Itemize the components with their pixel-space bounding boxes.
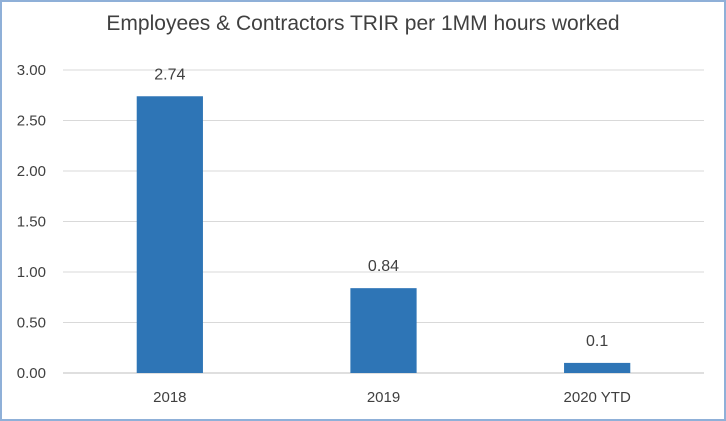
y-axis-ticks: 0.00 0.50 1.00 1.50 2.00 2.50 3.00	[17, 62, 46, 382]
y-tick-label: 0.00	[17, 365, 46, 382]
bar-2019	[350, 288, 417, 373]
y-tick-label: 2.00	[17, 163, 46, 180]
x-axis-categories: 2018 2019 2020 YTD	[153, 389, 631, 406]
bar-2018	[136, 96, 203, 373]
y-tick-label: 3.00	[17, 62, 46, 79]
y-tick-label: 1.50	[17, 214, 46, 231]
bars	[136, 96, 631, 373]
chart-title: Employees & Contractors TRIR per 1MM hou…	[106, 12, 619, 35]
y-tick-label: 0.50	[17, 315, 46, 332]
data-label: 0.84	[368, 258, 399, 275]
bar-2020-ytd	[564, 362, 631, 373]
y-tick-label: 1.00	[17, 264, 46, 281]
y-tick-label: 2.50	[17, 113, 46, 130]
data-labels: 2.74 0.84 0.1	[154, 66, 608, 350]
data-label: 2.74	[154, 66, 185, 83]
data-label: 0.1	[586, 333, 608, 350]
x-category-label: 2018	[153, 389, 186, 406]
x-category-label: 2020 YTD	[564, 389, 631, 406]
x-category-label: 2019	[367, 389, 400, 406]
